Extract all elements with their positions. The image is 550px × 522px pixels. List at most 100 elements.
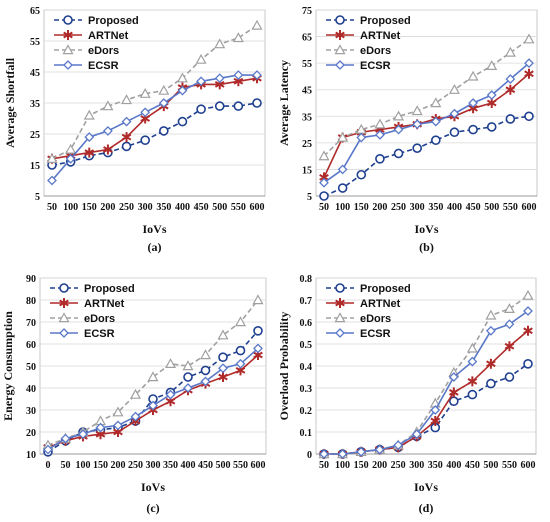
x-tick-label: 400 [175, 202, 190, 213]
x-tick-label: 600 [521, 460, 536, 471]
data-point [214, 73, 225, 84]
data-point [140, 135, 150, 145]
data-point [524, 111, 534, 122]
series-line [51, 24, 258, 160]
data-point [505, 84, 516, 95]
x-tick-label: 500 [483, 460, 498, 471]
x-axis-title: IoVs [141, 480, 165, 494]
legend-marker [59, 328, 69, 338]
y-tick-label: 0.8 [300, 274, 313, 285]
data-point [430, 116, 441, 127]
y-tick-label: 45 [30, 68, 40, 79]
series-proposed [319, 111, 534, 201]
data-point [158, 98, 169, 108]
x-tick-label: 550 [231, 202, 246, 213]
data-point [393, 124, 404, 135]
data-point [113, 420, 123, 431]
series-line [324, 363, 529, 455]
legend-label: ECSR [88, 60, 119, 72]
data-point [412, 119, 423, 130]
data-point [196, 104, 206, 114]
legend-label: eDors [84, 313, 115, 325]
y-tick-label: 5 [307, 192, 312, 203]
series-ecsr [319, 58, 534, 188]
data-point [183, 383, 193, 393]
data-point [102, 100, 114, 111]
x-tick-label: 350 [163, 460, 178, 471]
chart-panel-1: 5 15 25 35 45 55 65 75 50 100 150 200 250 300 350 400 45… [277, 6, 538, 254]
x-tick-label: 400 [181, 460, 196, 471]
data-point [374, 118, 386, 129]
x-tick-label: 250 [391, 460, 406, 471]
legend-marker [334, 312, 346, 323]
series-line [324, 294, 529, 455]
data-point [356, 169, 367, 180]
panel-label: (a) [148, 240, 162, 254]
x-tick-label: 500 [484, 202, 499, 213]
data-point [218, 363, 228, 374]
x-tick-label: 50 [319, 202, 329, 213]
series-line [323, 62, 530, 184]
series-line [324, 330, 529, 455]
data-point [121, 94, 133, 105]
x-tick-label: 350 [156, 202, 171, 213]
data-point [251, 19, 263, 30]
data-point [140, 107, 151, 118]
data-point [65, 143, 77, 154]
y-tick-label: 5 [35, 192, 40, 203]
y-tick-label: 0.6 [300, 318, 313, 329]
panel-label: (c) [146, 501, 159, 515]
legend-label: Proposed [84, 283, 135, 295]
y-tick-label: 90 [26, 274, 36, 285]
data-point [430, 416, 441, 426]
data-point [467, 376, 478, 387]
legend-marker [334, 44, 346, 55]
data-point [393, 440, 404, 451]
data-point [504, 46, 516, 57]
series-edors [46, 19, 263, 163]
x-tick-label: 250 [128, 460, 143, 471]
y-axis-title: Average Latency [277, 60, 291, 146]
data-point [84, 147, 95, 158]
data-point [164, 358, 177, 368]
x-tick-label: 400 [446, 460, 461, 471]
legend-label: eDors [360, 45, 391, 57]
data-point [200, 376, 211, 387]
data-point [235, 358, 246, 369]
data-point [200, 365, 211, 376]
y-tick-label: 25 [30, 130, 40, 141]
data-point [486, 60, 498, 71]
data-point [448, 387, 459, 398]
x-tick-label: 450 [194, 202, 209, 213]
x-tick-label: 300 [138, 202, 153, 213]
legend-label: Proposed [360, 15, 411, 27]
x-tick-label: 600 [250, 202, 265, 213]
x-tick-label: 450 [465, 460, 480, 471]
data-point [102, 125, 113, 136]
data-point [504, 341, 515, 352]
y-tick-label: 0.3 [300, 384, 313, 395]
x-tick-label: 500 [216, 460, 231, 471]
legend-label: ECSR [360, 60, 391, 72]
y-tick-label: 30 [26, 406, 36, 417]
y-tick-label: 25 [302, 139, 312, 150]
y-tick-label: 65 [30, 6, 40, 17]
data-point [448, 372, 459, 382]
data-point [431, 135, 441, 145]
data-point [214, 101, 225, 111]
data-point [195, 53, 207, 64]
data-point [47, 175, 57, 186]
data-point [235, 345, 246, 356]
data-point [319, 177, 329, 188]
legend-label: ECSR [84, 328, 115, 340]
data-point [43, 444, 53, 455]
data-point [523, 33, 535, 44]
data-point [504, 319, 515, 330]
legend-marker [335, 283, 345, 293]
data-point [522, 289, 534, 300]
legend-label: ARTNet [88, 30, 129, 42]
data-point [196, 76, 207, 87]
legend-marker [63, 60, 73, 70]
data-point [486, 358, 496, 369]
legend: Proposed ARTNet eDors ECSR [326, 283, 411, 340]
